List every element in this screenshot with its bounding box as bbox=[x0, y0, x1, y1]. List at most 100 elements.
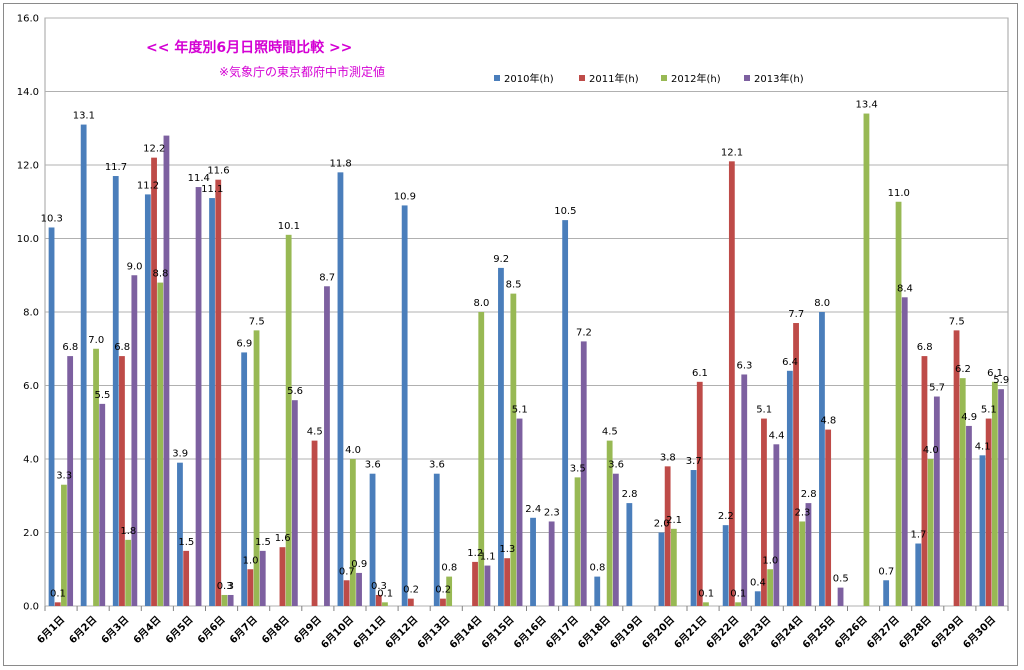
data-label: 0.7 bbox=[878, 566, 894, 577]
data-label: 1.2 bbox=[467, 548, 483, 559]
legend-swatch bbox=[661, 75, 667, 81]
y-tick-label: 0.0 bbox=[23, 602, 39, 613]
x-tick-label: 6月28日 bbox=[896, 614, 933, 651]
bar bbox=[915, 543, 922, 606]
data-label: 5.5 bbox=[94, 390, 110, 401]
legend-label: 2013年(h) bbox=[754, 72, 804, 85]
bar bbox=[696, 381, 703, 606]
x-tick-label: 6月15日 bbox=[479, 614, 516, 651]
data-label: 1.6 bbox=[275, 533, 291, 544]
data-label: 0.8 bbox=[589, 563, 605, 574]
data-label: 9.0 bbox=[127, 261, 143, 272]
data-label: 8.0 bbox=[814, 298, 830, 309]
data-label: 5.1 bbox=[512, 405, 528, 416]
bar bbox=[658, 532, 665, 606]
bar bbox=[819, 312, 825, 606]
bar bbox=[516, 418, 523, 606]
data-label: 6.8 bbox=[917, 342, 933, 353]
bar bbox=[291, 400, 298, 606]
x-tick-label: 6月1日 bbox=[35, 614, 67, 646]
bar bbox=[761, 418, 767, 606]
data-label: 3.6 bbox=[429, 460, 445, 471]
data-label: 2.3 bbox=[794, 507, 810, 518]
data-label: 3.8 bbox=[660, 452, 676, 463]
data-label: 8.8 bbox=[152, 269, 168, 280]
data-label: 10.3 bbox=[41, 213, 63, 224]
bar bbox=[703, 602, 709, 606]
x-tick-label: 6月13日 bbox=[415, 614, 452, 651]
bar bbox=[863, 113, 870, 607]
bar bbox=[883, 580, 890, 606]
bar bbox=[407, 598, 414, 606]
x-tick-label: 6月21日 bbox=[672, 614, 709, 651]
x-tick-label: 6月18日 bbox=[575, 614, 612, 651]
data-label: 7.2 bbox=[576, 327, 592, 338]
legend-label: 2011年(h) bbox=[589, 72, 639, 85]
x-tick-label: 6月7日 bbox=[227, 614, 259, 646]
data-label: 2.2 bbox=[718, 511, 734, 522]
data-label: 11.6 bbox=[207, 166, 229, 177]
bar bbox=[67, 356, 74, 606]
bar bbox=[401, 205, 408, 607]
bar bbox=[472, 561, 478, 606]
data-label: 6.4 bbox=[782, 357, 798, 368]
bar bbox=[177, 462, 183, 606]
x-tick-label: 6月26日 bbox=[832, 614, 869, 651]
bar bbox=[259, 550, 266, 606]
x-tick-label: 6月5日 bbox=[163, 614, 195, 646]
data-label: 6.8 bbox=[62, 342, 78, 353]
data-label: 3 bbox=[228, 581, 234, 592]
data-label: 5.7 bbox=[929, 383, 945, 394]
data-label: 1.1 bbox=[480, 552, 496, 563]
chart-subtitle: ※気象庁の東京都府中市測定値 bbox=[219, 64, 385, 79]
bar bbox=[979, 455, 986, 606]
bar bbox=[343, 580, 350, 606]
data-label: 10.1 bbox=[278, 221, 300, 232]
bar bbox=[131, 275, 138, 606]
x-tick-label: 6月25日 bbox=[800, 614, 837, 651]
x-tick-label: 6月29日 bbox=[929, 614, 966, 651]
data-label: 6.9 bbox=[236, 338, 252, 349]
x-tick-label: 6月4日 bbox=[131, 614, 163, 646]
bar bbox=[626, 503, 633, 606]
data-label: 3.9 bbox=[172, 449, 188, 460]
data-label: 7.5 bbox=[949, 316, 965, 327]
bar bbox=[606, 440, 613, 606]
data-label: 0.8 bbox=[441, 563, 457, 574]
bar bbox=[927, 459, 934, 606]
x-tick-label: 6月20日 bbox=[640, 614, 677, 651]
bar bbox=[786, 370, 793, 606]
x-tick-label: 6月16日 bbox=[511, 614, 548, 651]
data-label: 3.6 bbox=[365, 460, 381, 471]
data-label: 11.0 bbox=[888, 188, 910, 199]
x-tick-label: 6月30日 bbox=[961, 614, 998, 651]
x-tick-label: 6月17日 bbox=[543, 614, 580, 651]
legend: 2010年(h) 2011年(h) 2012年(h) 2013年(h) bbox=[494, 72, 804, 85]
data-label: 0.2 bbox=[403, 585, 419, 596]
data-label: 10.5 bbox=[554, 206, 576, 217]
bar bbox=[478, 312, 485, 606]
bar bbox=[93, 348, 99, 606]
data-label: 2.1 bbox=[666, 515, 682, 526]
bar bbox=[433, 473, 440, 606]
x-tick-label: 6月3日 bbox=[99, 614, 131, 646]
data-label: 12.1 bbox=[721, 147, 743, 158]
bar bbox=[446, 576, 453, 606]
data-label: 6.1 bbox=[692, 368, 708, 379]
bar bbox=[157, 282, 164, 606]
data-label: 0.3 bbox=[217, 581, 233, 592]
x-tick-label: 6月24日 bbox=[768, 614, 805, 651]
bar bbox=[382, 602, 388, 606]
bar bbox=[484, 565, 491, 606]
data-label: 4.5 bbox=[602, 427, 618, 438]
bar bbox=[805, 503, 812, 606]
x-tick-label: 6月6日 bbox=[195, 614, 227, 646]
chart-title: << 年度別6月日照時間比較 >> bbox=[146, 39, 352, 56]
data-label: 9.2 bbox=[493, 254, 509, 265]
data-label: 3.6 bbox=[608, 460, 624, 471]
bar bbox=[837, 587, 844, 606]
bar bbox=[510, 293, 517, 606]
data-label: 8.4 bbox=[897, 283, 913, 294]
data-label: 6.3 bbox=[736, 360, 752, 371]
